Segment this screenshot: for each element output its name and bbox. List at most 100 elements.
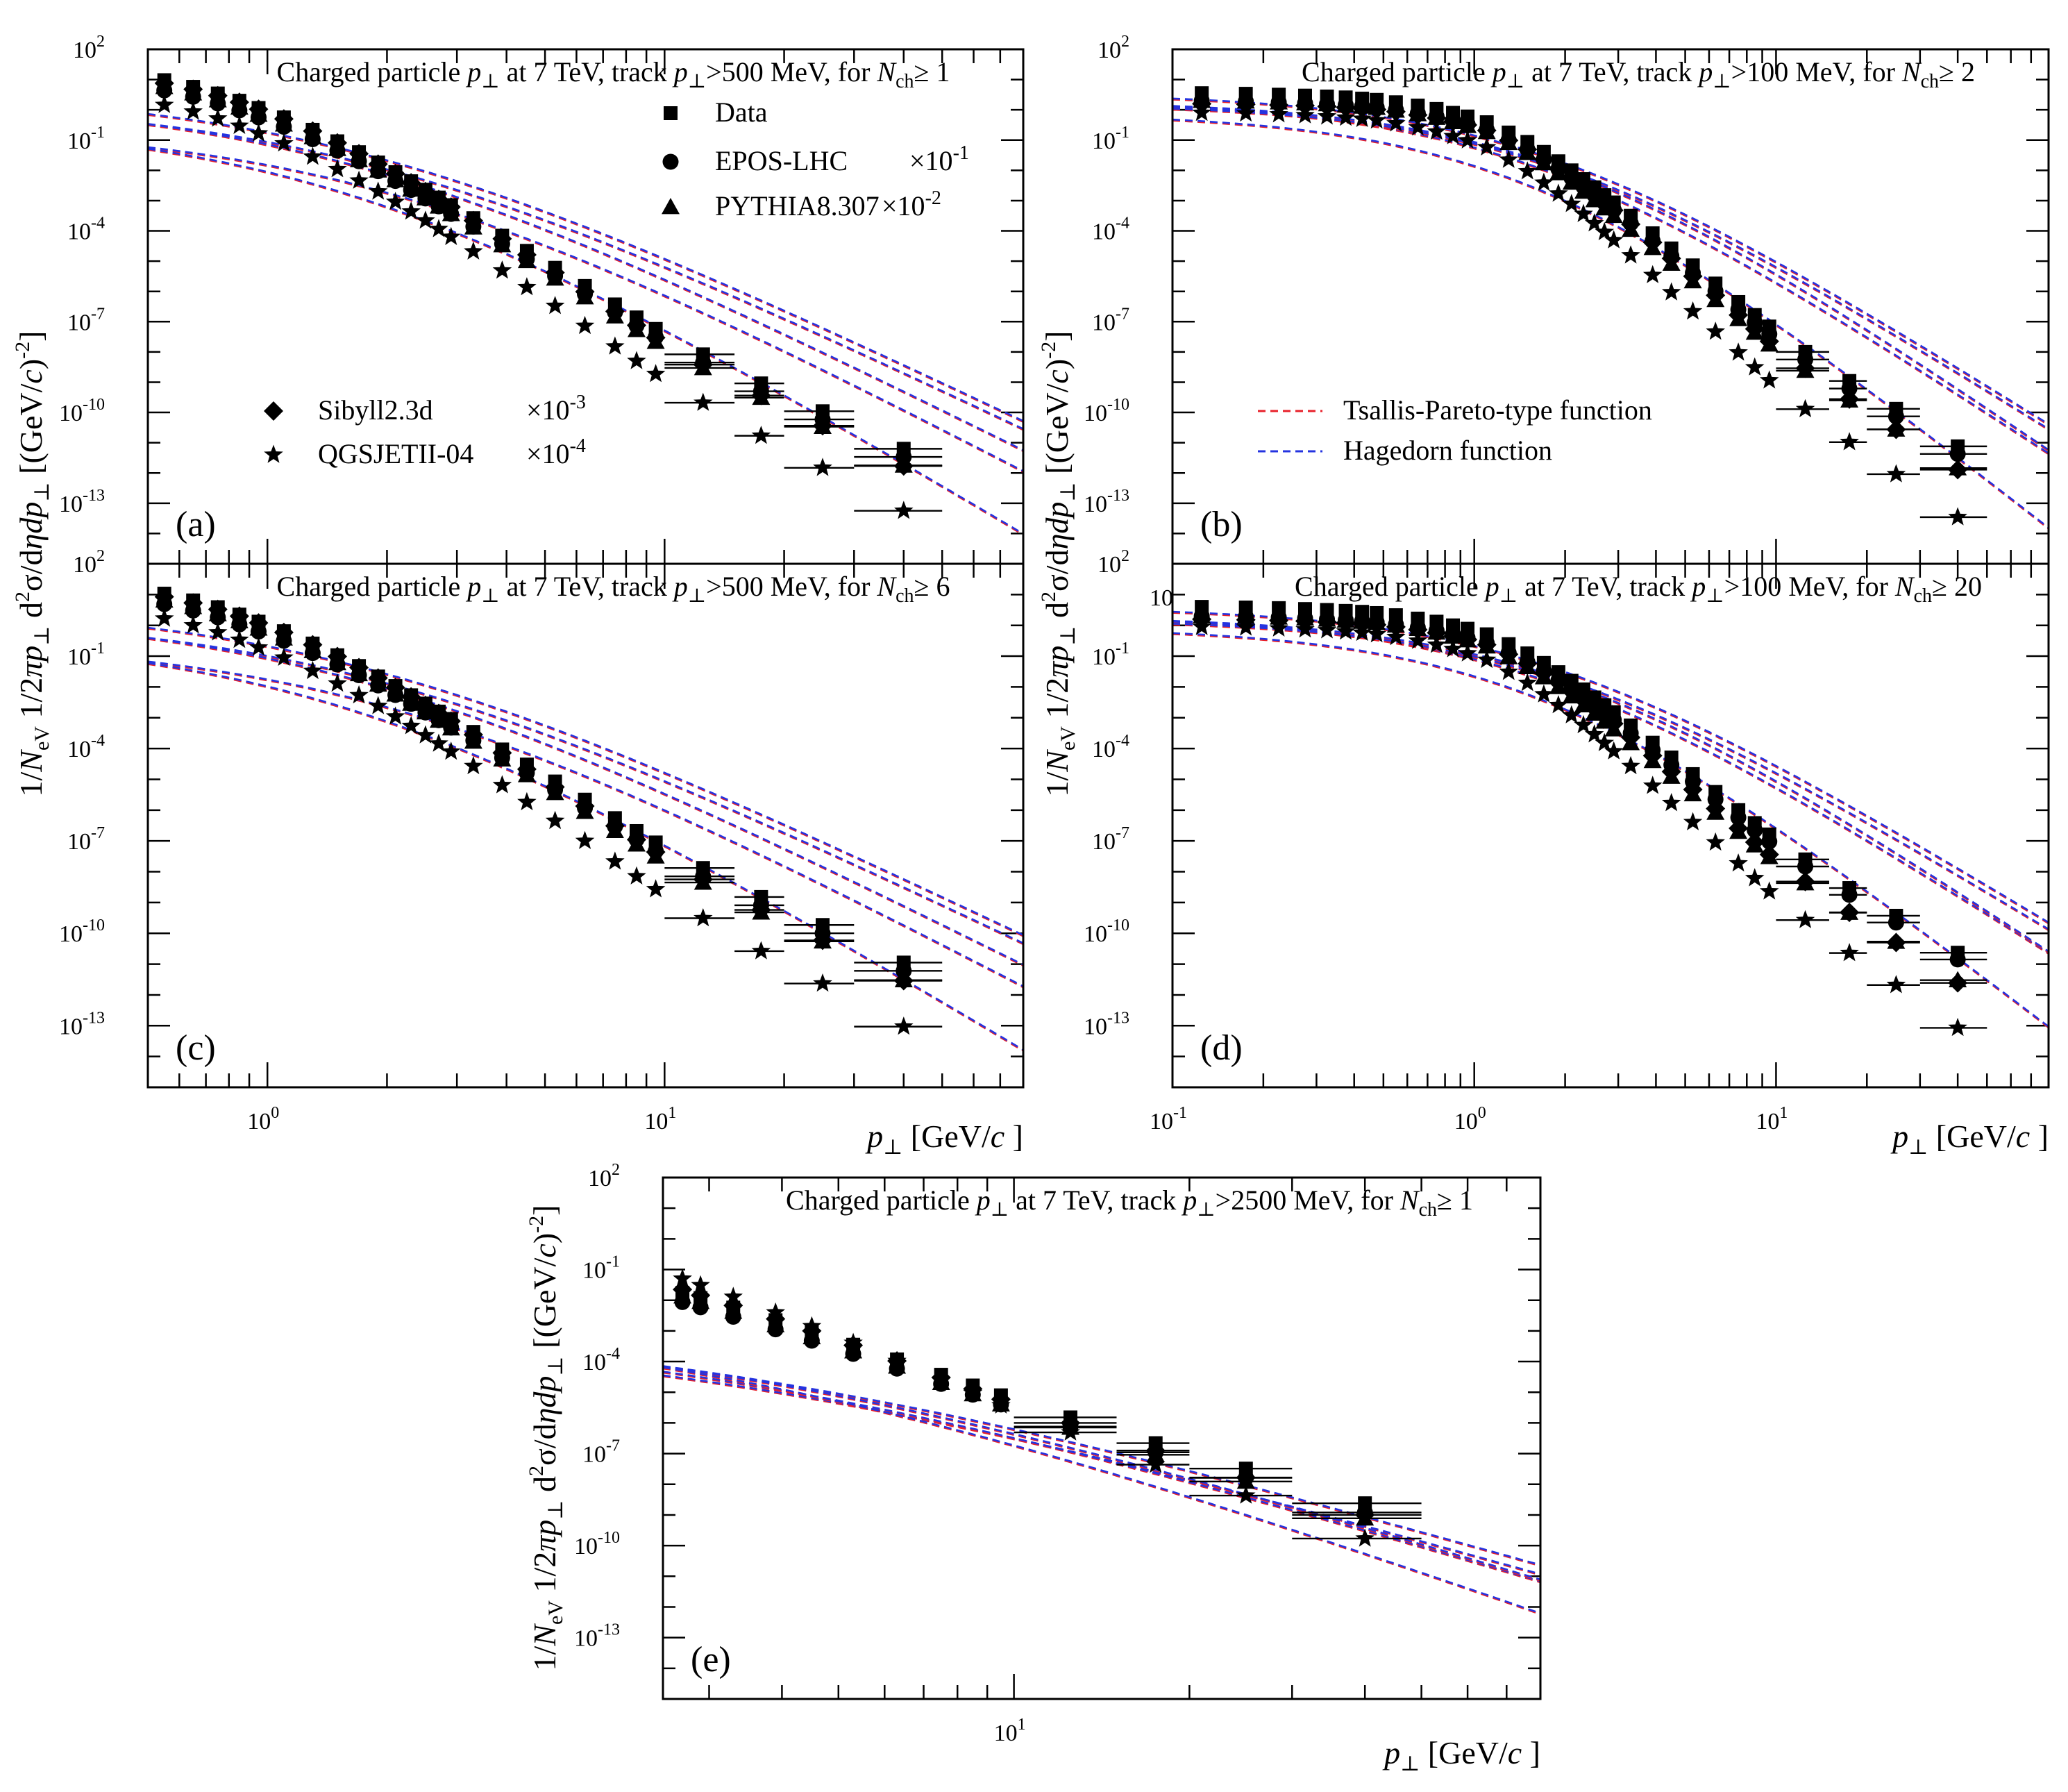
legend-marker-triangle — [662, 198, 680, 215]
data-point-diamond — [1795, 871, 1815, 891]
data-point-star — [1477, 649, 1497, 669]
data-point-diamond — [1458, 630, 1478, 650]
y-tick-label: 10-1 — [1092, 124, 1129, 154]
hagedorn-fit-qgsjetii-04 — [148, 662, 1023, 1051]
data-point-diamond — [1386, 101, 1406, 122]
data-point-star — [1427, 635, 1447, 653]
data-point-diamond — [1427, 108, 1447, 128]
data-point-star — [887, 1350, 907, 1369]
data-point-diamond — [1604, 200, 1624, 220]
legend-marker-square — [664, 106, 678, 120]
data-point-diamond — [229, 92, 249, 112]
y-tick-label: 10-13 — [574, 1621, 620, 1652]
tsallis-fit-data — [148, 114, 1023, 423]
data-point-diamond — [1886, 419, 1906, 439]
data-point-diamond — [415, 696, 435, 716]
data-point-star — [1386, 627, 1406, 646]
data-point-circle — [1761, 833, 1778, 850]
legend-fit-label: Tsallis-Pareto-type function — [1343, 394, 1652, 426]
panel-letter: (d) — [1200, 1028, 1243, 1068]
data-point-diamond — [1706, 798, 1726, 819]
data-point-star — [154, 608, 174, 627]
x-tick-label: 101 — [994, 1716, 1026, 1746]
data-point-star — [1408, 117, 1428, 136]
data-point-diamond — [1759, 331, 1779, 351]
data-point-star — [991, 1395, 1011, 1414]
tsallis-fit-pythia8.307 — [148, 638, 1023, 967]
y-axis-ticks: 102 10-1 10-4 10-7 10-10 10-13 — [1084, 547, 2049, 1089]
data-point-star — [723, 1287, 743, 1305]
tsallis-fit-pythia8.307 — [663, 1371, 1540, 1584]
data-point-star — [1604, 230, 1624, 249]
panel-title: Charged particle p⊥ at 7 TeV, track p⊥>2… — [786, 1184, 1473, 1221]
data-point-diamond — [1548, 158, 1568, 178]
data-point-star — [627, 866, 646, 885]
data-point-star — [1595, 221, 1614, 240]
data-point-star — [416, 210, 435, 229]
data-point-diamond — [1661, 762, 1681, 782]
legend-label: QGSJETII-04 — [318, 438, 473, 469]
x-axis-label: p⊥ [GeV/c ] — [1382, 1735, 1540, 1775]
data-point-diamond — [1621, 214, 1641, 234]
data-point-star — [183, 101, 203, 120]
data-point-star — [646, 364, 666, 383]
data-point-diamond — [1499, 644, 1519, 664]
data-point-diamond — [368, 668, 388, 688]
plot-area — [148, 49, 1023, 564]
series-qgsjetii-04 — [154, 94, 943, 519]
panel-title: Charged particle p⊥ at 7 TeV, track p⊥>5… — [277, 571, 950, 607]
data-point-star — [1499, 149, 1518, 168]
data-point-diamond — [1548, 672, 1568, 692]
data-point-diamond — [492, 228, 512, 249]
data-point-star — [751, 941, 771, 960]
data-point-diamond — [327, 646, 347, 667]
data-point-star — [1427, 122, 1447, 140]
data-point-diamond — [1642, 233, 1663, 253]
legend-marker-circle — [662, 153, 679, 170]
data-point-star — [368, 181, 388, 200]
hagedorn-fit-epos-lhc — [148, 637, 1023, 944]
data-point-star — [1745, 868, 1765, 887]
data-point-star — [249, 123, 269, 142]
data-point-diamond — [1443, 626, 1463, 646]
data-point-diamond — [401, 173, 421, 193]
data-point-diamond — [1561, 167, 1581, 187]
plot-area — [148, 564, 1023, 1087]
y-tick-label: 10-1 — [582, 1253, 620, 1284]
legend-scale: ×10-2 — [882, 187, 941, 221]
data-point-star — [1729, 853, 1748, 872]
data-point-diamond — [545, 777, 565, 797]
plot-frame — [662, 1176, 1542, 1700]
data-point-star — [1661, 793, 1681, 812]
data-point-diamond — [893, 971, 914, 991]
y-tick-label: 10-7 — [582, 1437, 620, 1468]
data-point-star — [1886, 464, 1906, 483]
data-point-star — [1759, 370, 1779, 389]
data-point-diamond — [1477, 635, 1497, 655]
data-point-star — [492, 260, 512, 279]
legend-label: PYTHIA8.307 — [715, 190, 880, 221]
data-point-diamond — [1948, 973, 1968, 993]
y-tick-label: 10-4 — [582, 1345, 620, 1375]
data-point-star — [492, 775, 512, 794]
y-tick-label: 10-10 — [59, 396, 105, 426]
tsallis-fit-sibyll2.3d — [663, 1366, 1540, 1582]
data-point-diamond — [429, 190, 449, 210]
data-point-star — [545, 296, 565, 315]
data-point-diamond — [229, 606, 249, 626]
data-point-star — [1443, 126, 1463, 144]
data-point-diamond — [154, 73, 174, 93]
x-axis-label: p⊥ [GeV/c ] — [865, 1119, 1023, 1159]
plot-frame — [1171, 562, 2050, 1089]
data-point-star — [605, 851, 625, 870]
data-point-star — [1518, 673, 1537, 692]
data-point-diamond — [723, 1296, 743, 1316]
data-point-diamond — [1499, 131, 1519, 151]
data-point-diamond — [1533, 149, 1554, 169]
y-tick-label: 10-13 — [1084, 1009, 1129, 1039]
legend-scale: ×10-3 — [526, 392, 586, 426]
data-point-star — [693, 908, 713, 927]
y-tick-label: 10-13 — [59, 1009, 105, 1039]
data-point-star — [429, 733, 448, 752]
data-point-diamond — [1604, 714, 1624, 734]
